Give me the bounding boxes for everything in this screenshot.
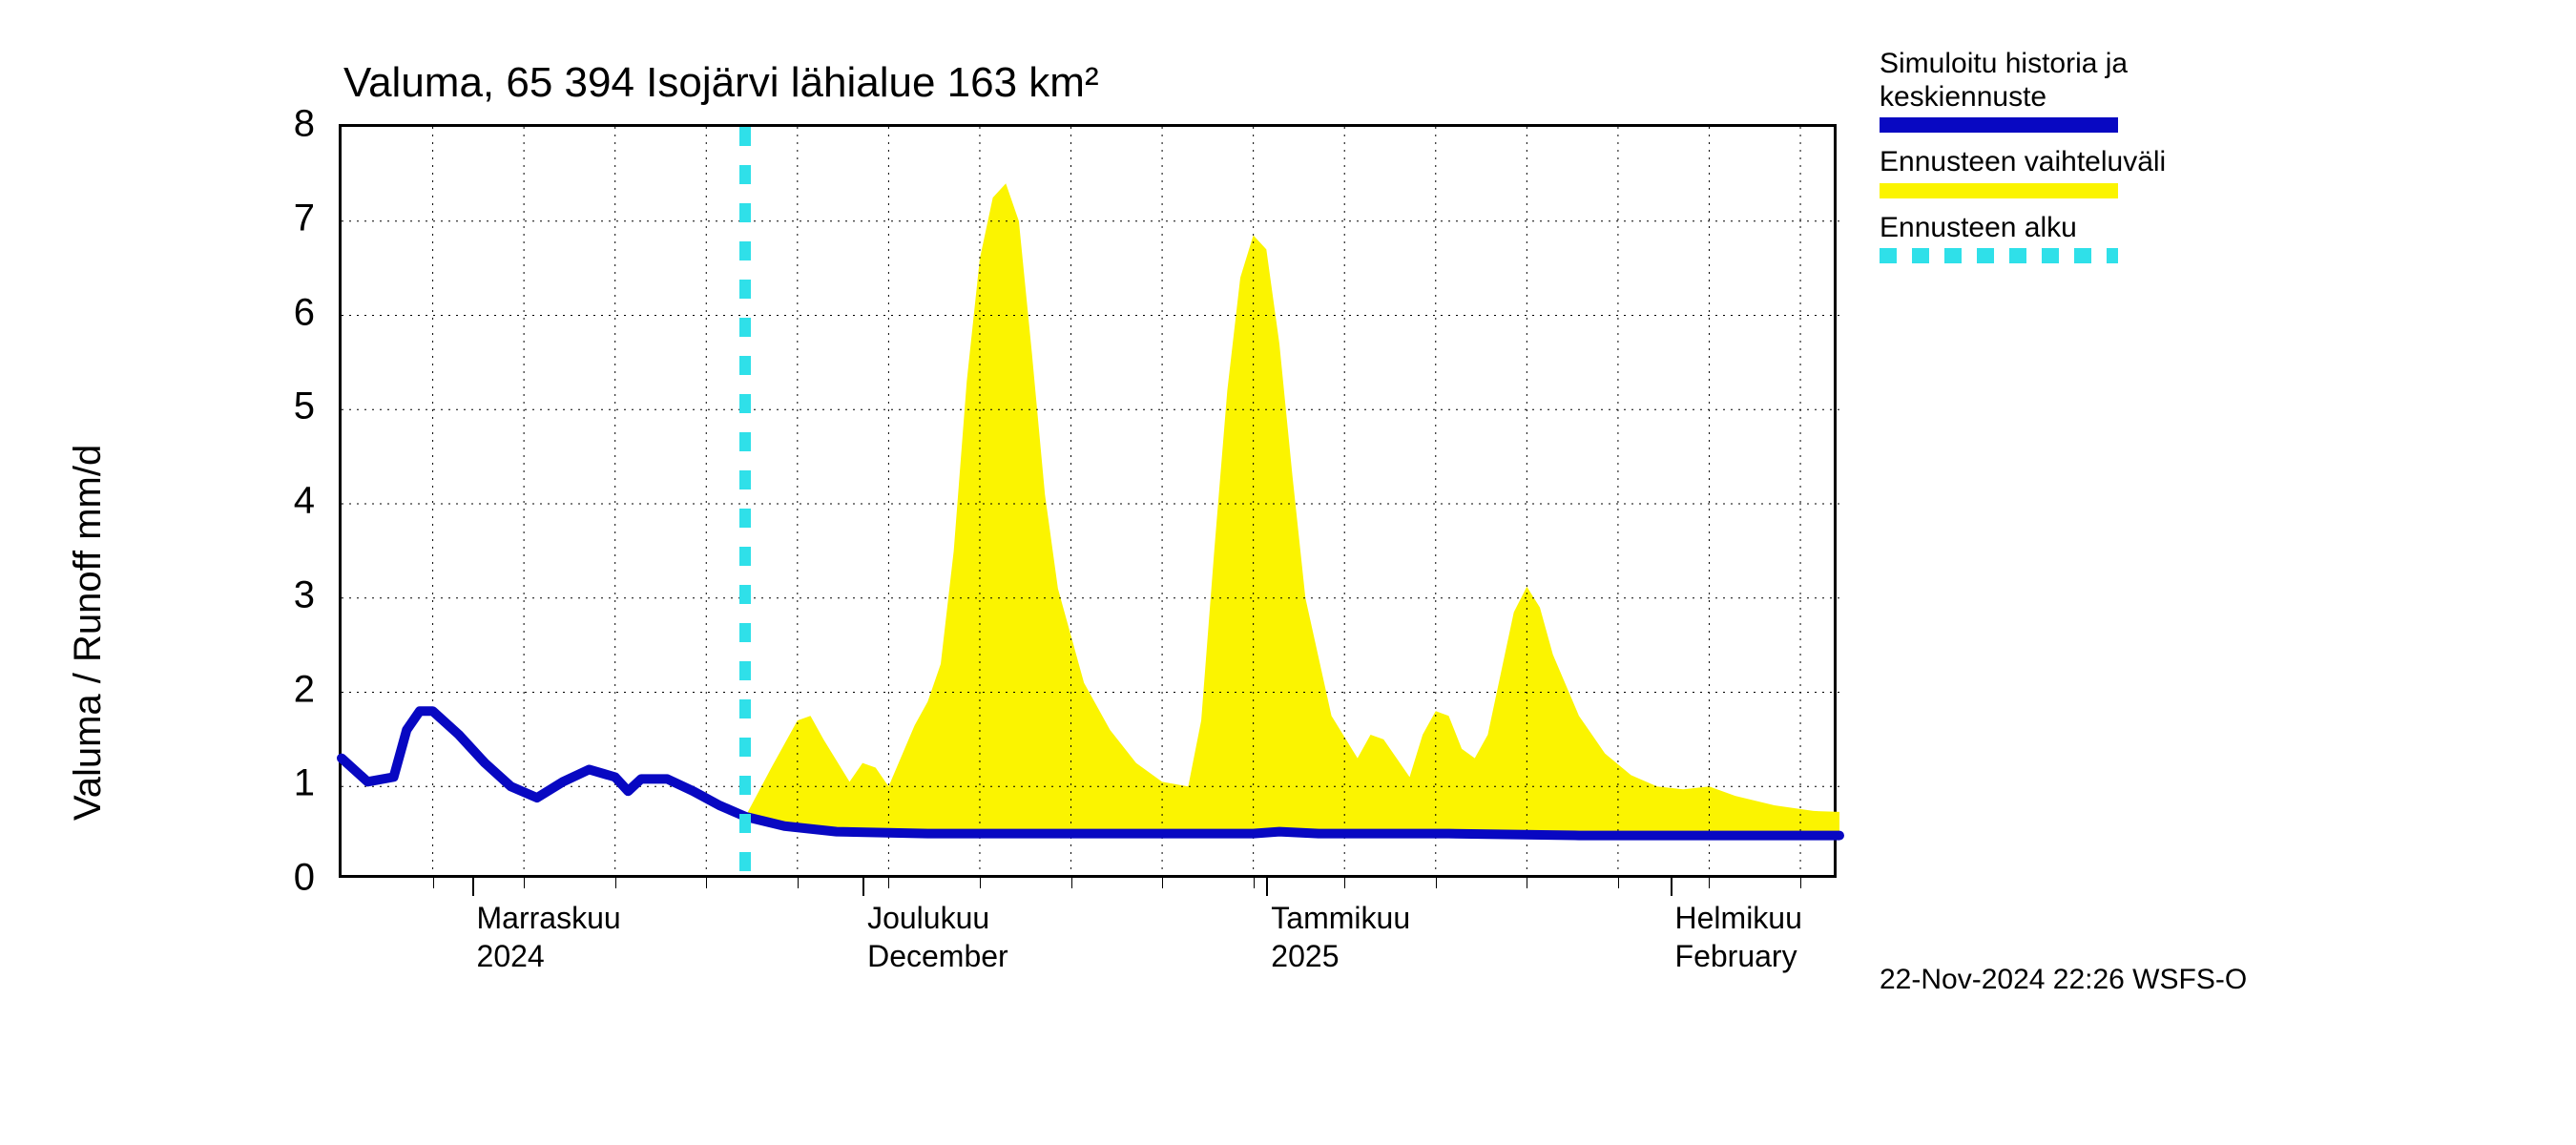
x-month-label-line2: February: [1675, 937, 1802, 975]
legend-item: Simuloitu historia jakeskiennuste: [1880, 48, 2223, 133]
forecast-start-line: [739, 127, 751, 875]
y-tick-label: 2: [239, 668, 315, 711]
legend-label: Ennusteen alku: [1880, 212, 2223, 245]
plot-area: [339, 124, 1837, 878]
forecast-band: [745, 183, 1839, 838]
x-minor-tick: [798, 875, 799, 888]
x-minor-tick: [615, 875, 616, 888]
legend-swatch: [1880, 248, 2118, 263]
legend-label: keskiennuste: [1880, 81, 2223, 114]
chart-canvas: Valuma, 65 394 Isojärvi lähialue 163 km²…: [0, 0, 2576, 1145]
x-month-label-line1: Helmikuu: [1675, 899, 1802, 937]
x-minor-tick: [888, 875, 889, 888]
x-minor-tick: [433, 875, 434, 888]
x-minor-tick: [1254, 875, 1255, 888]
chart-title: Valuma, 65 394 Isojärvi lähialue 163 km²: [343, 59, 1099, 107]
y-tick-label: 3: [239, 573, 315, 616]
y-tick-label: 5: [239, 385, 315, 428]
x-month-label-line2: 2024: [477, 937, 621, 975]
x-month-label-line1: Tammikuu: [1271, 899, 1410, 937]
legend-swatch: [1880, 183, 2118, 198]
x-month-label: JoulukuuDecember: [867, 899, 1008, 975]
y-tick-label: 7: [239, 197, 315, 239]
x-minor-tick: [706, 875, 707, 888]
legend: Simuloitu historia jakeskiennuste Ennuste…: [1880, 48, 2223, 277]
x-month-label-line1: Joulukuu: [867, 899, 1008, 937]
footer-timestamp: 22-Nov-2024 22:26 WSFS-O: [1880, 964, 2247, 996]
legend-label: Ennusteen vaihteluväli: [1880, 146, 2223, 179]
x-month-label: Tammikuu2025: [1271, 899, 1410, 975]
y-axis-title: Valuma / Runoff mm/d: [67, 445, 110, 821]
legend-item: Ennusteen vaihteluväli: [1880, 146, 2223, 198]
x-minor-tick: [524, 875, 525, 888]
legend-item: Ennusteen alku: [1880, 212, 2223, 264]
y-tick-label: 6: [239, 291, 315, 334]
x-month-label: Marraskuu2024: [477, 899, 621, 975]
x-month-tick: [472, 875, 474, 896]
x-minor-tick: [980, 875, 981, 888]
x-minor-tick: [1071, 875, 1072, 888]
x-month-label-line2: 2025: [1271, 937, 1410, 975]
x-minor-tick: [1344, 875, 1345, 888]
x-month-tick: [1266, 875, 1268, 896]
legend-label: Simuloitu historia ja: [1880, 48, 2223, 81]
y-tick-label: 1: [239, 762, 315, 805]
x-month-label-line1: Marraskuu: [477, 899, 621, 937]
plot-svg: [342, 127, 1839, 881]
y-tick-label: 0: [239, 857, 315, 900]
x-month-tick: [1671, 875, 1672, 896]
x-minor-tick: [1436, 875, 1437, 888]
x-month-label: HelmikuuFebruary: [1675, 899, 1802, 975]
legend-swatch: [1880, 117, 2118, 133]
x-month-tick: [862, 875, 864, 896]
x-minor-tick: [1709, 875, 1710, 888]
x-month-label-line2: December: [867, 937, 1008, 975]
x-minor-tick: [1800, 875, 1801, 888]
y-tick-label: 8: [239, 103, 315, 146]
y-tick-label: 4: [239, 480, 315, 523]
x-minor-tick: [1618, 875, 1619, 888]
x-minor-tick: [1162, 875, 1163, 888]
